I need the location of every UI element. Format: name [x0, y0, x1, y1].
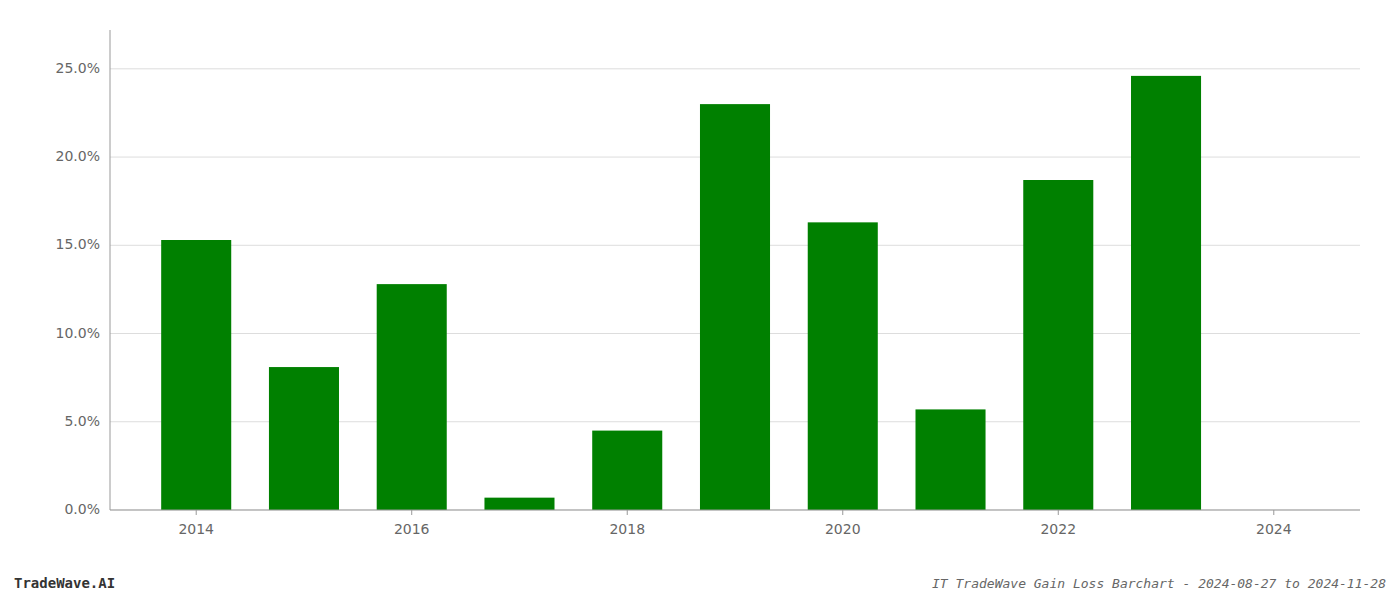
y-tick-label: 20.0%	[56, 148, 100, 164]
x-tick	[1273, 510, 1274, 515]
x-tick	[842, 510, 843, 515]
title: IT TradeWave Gain Loss Barchart - 2024-0…	[932, 576, 1386, 591]
bar	[1131, 76, 1201, 510]
watermark: TradeWave.AI	[14, 575, 115, 591]
chart-container: 0.0% 5.0% 10.0% 15.0% 20.0% 25.0% 2014 2016 2018…	[0, 0, 1400, 600]
x-axis-line	[110, 510, 1360, 511]
grid-line	[110, 68, 1360, 69]
axes: 0.0% 5.0% 10.0% 15.0% 20.0% 25.0% 2014 2016 2018…	[56, 60, 1292, 537]
y-tick-label: 15.0%	[56, 236, 100, 252]
bar	[269, 367, 339, 510]
x-tick	[1058, 510, 1059, 515]
y-axis-line	[110, 30, 111, 510]
grid	[110, 69, 1360, 510]
x-tick	[196, 510, 197, 515]
y-tick-label: 0.0%	[64, 501, 100, 517]
bar	[808, 222, 878, 510]
bar	[592, 431, 662, 510]
grid-line	[110, 510, 1360, 511]
y-tick-label: 25.0%	[56, 60, 100, 76]
bar	[161, 240, 231, 510]
y-tick-label: 10.0%	[56, 325, 100, 341]
x-tick-label: 2016	[394, 521, 430, 537]
bar	[1023, 180, 1093, 510]
bar	[377, 284, 447, 510]
x-tick-label: 2020	[825, 521, 861, 537]
bar	[700, 104, 770, 510]
x-tick-label: 2014	[178, 521, 214, 537]
x-tick-label: 2022	[1040, 521, 1076, 537]
x-tick-label: 2024	[1256, 521, 1292, 537]
x-tick	[627, 510, 628, 515]
chart-svg: 0.0% 5.0% 10.0% 15.0% 20.0% 25.0% 2014 2016 2018…	[0, 0, 1400, 600]
bar	[915, 409, 985, 510]
x-tick	[411, 510, 412, 515]
bars	[161, 76, 1201, 510]
bar	[484, 498, 554, 510]
y-tick-label: 5.0%	[64, 413, 100, 429]
x-tick-label: 2018	[609, 521, 645, 537]
